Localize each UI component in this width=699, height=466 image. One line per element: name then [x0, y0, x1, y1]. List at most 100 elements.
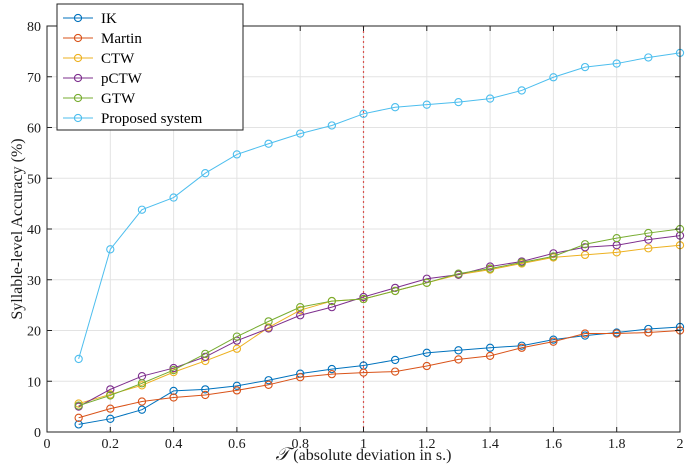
point-gtw-13 [485, 264, 495, 273]
point-ik-2 [137, 405, 147, 414]
point-pctw-8 [327, 303, 336, 312]
point-gtw-3 [169, 365, 178, 375]
point-martin-11 [422, 361, 431, 371]
point-proposed-system-13 [485, 94, 495, 103]
point-ik-10 [390, 355, 400, 365]
series-line-pctw [78, 235, 681, 408]
point-proposed-system-9 [359, 109, 368, 118]
point-martin-8 [327, 369, 336, 379]
point-ik-0 [74, 420, 83, 429]
point-proposed-system-1 [106, 245, 115, 254]
point-ctw-18 [644, 244, 653, 253]
legend-label-proposed-system: Proposed system [101, 111, 203, 127]
x-tick-label-1: 0.2 [102, 437, 120, 452]
point-gtw-0 [74, 401, 83, 410]
point-martin-13 [485, 351, 495, 361]
point-martin-5 [232, 386, 242, 395]
y-tick-label-1: 10 [27, 375, 41, 390]
series-line-ik [78, 326, 681, 425]
point-pctw-7 [296, 311, 305, 320]
x-tick-label-8: 1.6 [545, 437, 563, 452]
legend-marker-gtw [73, 93, 83, 103]
tick-labels: 0 0.2 0.4 0.6 0.8 1 1.2 1.4 1.6 1.8 20102030405060… [27, 20, 684, 452]
point-proposed-system-6 [264, 139, 273, 148]
x-tick-label-7: 1.4 [481, 437, 499, 452]
x-tick-label-2: 0.4 [165, 437, 183, 452]
point-pctw-16 [580, 243, 590, 252]
point-proposed-system-17 [612, 59, 621, 68]
x-axis-label-text: (absolute deviation in s.) [293, 447, 451, 464]
y-tick-label-5: 50 [27, 172, 41, 187]
point-gtw-7 [296, 303, 305, 312]
point-martin-0 [74, 413, 83, 422]
point-martin-16 [580, 329, 590, 338]
point-pctw-10 [390, 283, 400, 293]
point-gtw-6 [264, 317, 273, 326]
point-proposed-system-10 [390, 103, 400, 112]
point-martin-7 [296, 373, 305, 382]
point-martin-10 [390, 367, 400, 376]
legend-marker-martin [73, 33, 83, 43]
point-ik-12 [454, 346, 463, 355]
point-proposed-system-7 [296, 129, 305, 138]
x-tick-label-6: 1.2 [418, 437, 436, 452]
point-proposed-system-14 [517, 86, 526, 95]
point-martin-4 [201, 390, 210, 400]
point-martin-17 [612, 329, 621, 338]
legend-label-pctw: pCTW [101, 71, 143, 87]
y-tick-label-8: 80 [27, 20, 41, 35]
point-proposed-system-18 [644, 53, 653, 62]
point-ctw-7 [296, 306, 305, 315]
legend-label-ctw: CTW [101, 51, 135, 67]
x-tick-label-5: 1 [360, 437, 367, 452]
point-martin-15 [549, 337, 558, 346]
legend-box [56, 3, 244, 131]
point-martin-12 [454, 355, 463, 364]
point-gtw-9 [359, 294, 368, 304]
point-ik-11 [422, 348, 431, 357]
point-proposed-system-3 [169, 193, 178, 202]
y-tick-label-3: 30 [27, 274, 41, 289]
legend-marker-pctw [73, 73, 83, 83]
series-line-ctw [78, 244, 681, 405]
point-gtw-10 [390, 286, 400, 296]
point-martin-18 [644, 328, 653, 337]
y-axis-label: Syllable-level Accuracy (%) [9, 138, 26, 319]
point-pctw-1 [106, 385, 115, 394]
series-line-martin [78, 330, 681, 419]
x-tick-label-4: 0.8 [291, 437, 309, 452]
legend-label-ik: IK [101, 11, 117, 27]
point-ik-13 [485, 343, 495, 352]
legend-marker-ik [73, 13, 83, 23]
series-line-proposed-system [78, 52, 681, 360]
point-ik-8 [327, 364, 336, 374]
x-tick-label-3: 0.6 [228, 437, 246, 452]
point-gtw-17 [612, 233, 621, 243]
legend: IK Martin CTW pCTW GTW Proposed system [56, 3, 244, 131]
point-proposed-system-15 [549, 73, 558, 82]
point-pctw-18 [644, 235, 653, 244]
point-ik-3 [169, 386, 178, 396]
point-proposed-system-16 [580, 62, 590, 72]
point-martin-14 [517, 343, 526, 352]
x-tick-label-10: 2 [677, 437, 684, 452]
point-gtw-12 [454, 269, 463, 278]
x-tick-label-9: 1.8 [608, 437, 626, 452]
y-tick-label-7: 70 [27, 71, 41, 86]
point-martin-2 [137, 397, 147, 406]
x-axis-label: 𝒯 (absolute deviation in s.) [276, 444, 452, 464]
point-martin-6 [264, 380, 273, 389]
point-ctw-5 [232, 344, 242, 353]
point-gtw-2 [137, 379, 147, 388]
y-tick-label-0: 0 [34, 426, 41, 441]
point-gtw-1 [106, 391, 115, 400]
point-proposed-system-0 [74, 354, 83, 364]
point-gtw-11 [422, 278, 431, 287]
point-martin-3 [169, 393, 178, 402]
series-line-gtw [78, 228, 681, 407]
point-gtw-15 [549, 252, 558, 261]
point-proposed-system-4 [201, 169, 210, 178]
point-proposed-system-12 [454, 97, 463, 107]
point-gtw-14 [517, 258, 526, 267]
